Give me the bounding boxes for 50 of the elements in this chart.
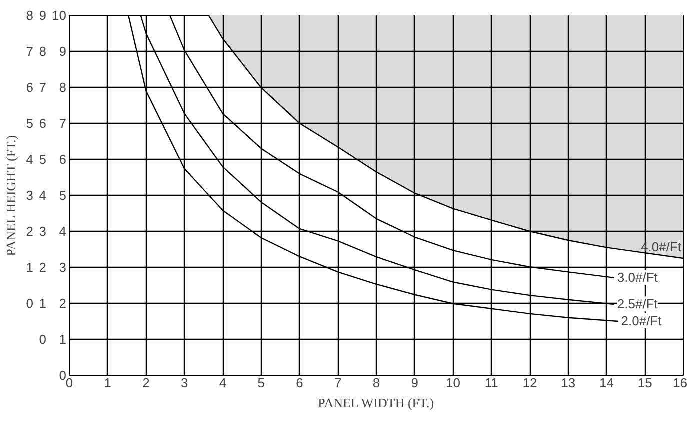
y3-tick-label: 7 [26, 44, 34, 59]
y-tick-label: 2 [59, 296, 67, 311]
x-tick-label: 9 [411, 376, 418, 390]
y-tick-label: 6 [59, 152, 67, 167]
y-tick-label: 7 [59, 116, 67, 131]
series-label: 3.0#/Ft [617, 270, 658, 285]
x-tick-label: 2 [142, 376, 150, 390]
y3-tick-label: 1 [26, 260, 34, 275]
x-tick-label: 11 [484, 376, 498, 390]
y-tick-label: 4 [59, 224, 67, 239]
y2-tick-label: 6 [39, 116, 47, 131]
y3-tick-label: 2 [26, 224, 34, 239]
y2-tick-label: 1 [39, 296, 47, 311]
y2-tick-label: 2 [39, 260, 47, 275]
x-axis-title: PANEL WIDTH (FT.) [318, 396, 434, 410]
y3-axis-title: PANEL HEIGHT (FT.) [3, 135, 18, 256]
y-tick-label: 1 [59, 332, 67, 347]
y-tick-label: 5 [59, 188, 67, 203]
x-tick-label: 15 [638, 376, 652, 390]
x-tick-label: 13 [561, 376, 576, 390]
x-tick-label: 3 [181, 376, 188, 390]
x-tick-label: 4 [219, 376, 227, 390]
y3-tick-label: 0 [26, 296, 34, 311]
y2-tick-label: 3 [39, 224, 47, 239]
x-tick-label: 16 [673, 376, 687, 390]
series-label: 2.0#/Ft [621, 314, 662, 328]
y3-tick-label: 6 [26, 80, 34, 95]
x-tick-label: 5 [258, 376, 265, 390]
y2-tick-label: 8 [39, 44, 47, 59]
y2-tick-label: 4 [39, 188, 47, 203]
y3-tick-label: 8 [26, 8, 34, 23]
y2-tick-label: 7 [39, 80, 47, 95]
y-tick-label: 8 [59, 80, 67, 95]
y-tick-label: 9 [59, 44, 67, 59]
x-tick-label: 10 [446, 376, 460, 390]
x-tick-label: 1 [104, 376, 112, 390]
x-tick-label: 7 [334, 376, 342, 390]
x-tick-label: 12 [522, 376, 538, 390]
x-tick-label: 14 [600, 376, 614, 390]
x-tick-label: 8 [372, 376, 380, 390]
y2-tick-label: 9 [39, 8, 47, 23]
x-tick-label: 6 [296, 376, 304, 390]
y2-tick-label: 5 [39, 152, 47, 167]
y-tick-label: 10 [52, 8, 67, 23]
series-label: 2.5#/Ft [617, 296, 658, 312]
y3-tick-label: 5 [26, 116, 34, 131]
y3-tick-label: 4 [26, 152, 34, 167]
y2-tick-label: 0 [39, 332, 47, 347]
y3-tick-label: 3 [26, 188, 34, 203]
y-tick-label: 3 [59, 260, 67, 275]
